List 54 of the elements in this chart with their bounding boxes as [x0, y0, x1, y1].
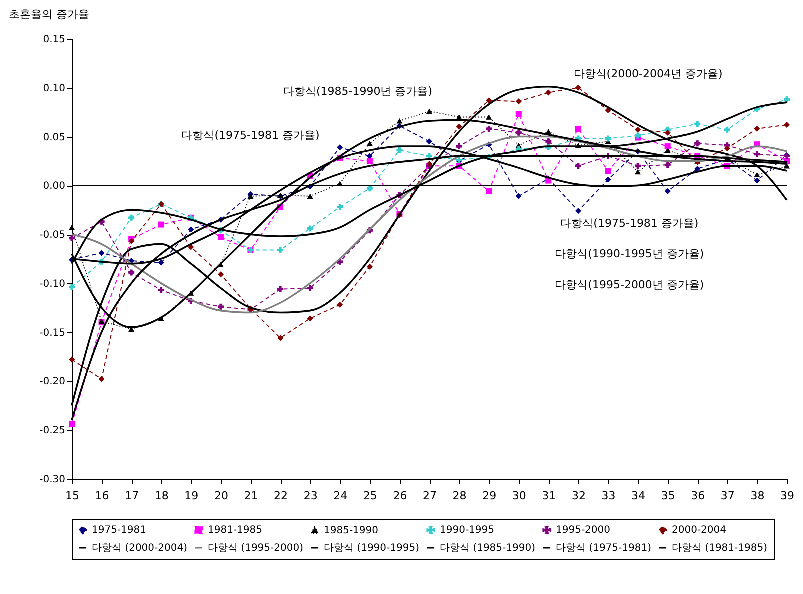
- legend-label: 다항식 (1990-1995): [324, 543, 420, 554]
- x-tick-label: 18: [154, 490, 169, 502]
- x-tick-label: 25: [363, 490, 378, 502]
- x-tick-label: 26: [393, 490, 408, 502]
- x-tick-label: 24: [334, 490, 348, 502]
- y-tick-label: -0.20: [40, 376, 66, 388]
- legend-label: 다항식 (2000-2004): [92, 543, 188, 554]
- x-tick-label: 34: [632, 490, 646, 502]
- legend-label: 1981-1985: [208, 525, 263, 536]
- x-tick-label: 20: [214, 490, 228, 502]
- y-tick-label: 0.15: [43, 34, 66, 46]
- y-tick-label: -0.25: [40, 426, 66, 437]
- legend-label: 다항식 (1981-1985): [672, 543, 768, 554]
- x-tick-label: 15: [66, 490, 80, 502]
- x-tick-label: 19: [184, 490, 199, 502]
- legend-label: 다항식 (1985-1990): [440, 543, 536, 554]
- legend-label: 1995-2000: [556, 525, 611, 536]
- x-tick-label: 35: [661, 490, 676, 502]
- x-tick-label: 31: [542, 490, 556, 502]
- x-tick-label: 30: [512, 490, 526, 502]
- y-tick-label: -0.30: [40, 474, 66, 486]
- legend-label: 1990-1995: [440, 525, 495, 536]
- legend-label: 다항식 (1995-2000): [208, 543, 304, 554]
- x-tick-label: 29: [482, 490, 497, 502]
- x-tick-label: 23: [304, 490, 318, 502]
- x-tick-label: 16: [95, 490, 110, 502]
- x-tick-label: 28: [452, 490, 467, 502]
- x-tick-label: 39: [780, 490, 794, 502]
- legend-label: 1975-1981: [92, 525, 147, 536]
- x-tick-label: 38: [750, 490, 765, 502]
- y-tick-label: -0.05: [40, 230, 66, 242]
- annotation: 다항식(1995-2000년 증가율): [555, 278, 704, 292]
- annotation: 다항식(2000-2004년 증가율): [574, 68, 723, 81]
- annotation: 다항식(1990-1995년 증가율): [555, 248, 704, 261]
- x-tick-label: 33: [602, 490, 616, 502]
- x-tick-label: 17: [125, 490, 140, 502]
- legend-label: 다항식 (1975-1981): [556, 543, 652, 554]
- y-tick-label: -0.10: [40, 278, 66, 290]
- x-tick-label: 27: [423, 490, 437, 502]
- x-tick-label: 21: [244, 490, 258, 502]
- annotation: 다항식(1985-1990년 증가율): [283, 84, 433, 98]
- x-tick-label: 37: [720, 490, 735, 502]
- y-tick-label: 0.10: [43, 83, 66, 94]
- y-tick-label: 0.00: [43, 181, 66, 192]
- chart-title: 초혼율의 증가율: [9, 8, 90, 21]
- legend-label: 2000-2004: [672, 525, 727, 536]
- annotation: 다항식(1975-1981 증가율): [182, 128, 320, 142]
- legend-label: 1985-1990: [324, 525, 379, 536]
- x-tick-label: 32: [572, 490, 586, 502]
- y-tick-label: 0.05: [43, 132, 66, 144]
- annotation: 다항식(1975-1981 증가율): [560, 216, 699, 230]
- x-tick-label: 22: [274, 490, 288, 502]
- y-tick-label: -0.15: [40, 328, 66, 339]
- x-tick-label: 36: [691, 490, 706, 502]
